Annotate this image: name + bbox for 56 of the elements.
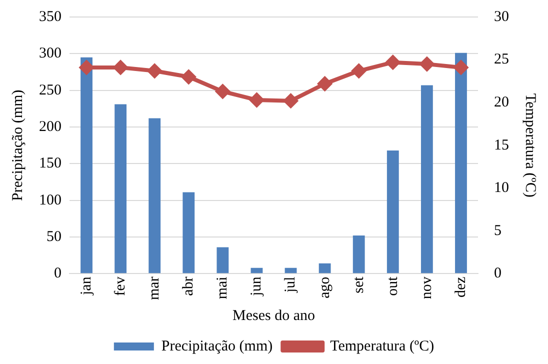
bar: [318, 263, 331, 274]
bar: [455, 52, 467, 274]
y-tick-label: 300: [39, 46, 62, 62]
y2-tick-label: 10: [494, 180, 509, 196]
point: [318, 76, 332, 91]
y2-tick-label: 0: [494, 266, 502, 282]
bar: [352, 236, 365, 274]
point: [80, 60, 94, 74]
y2-tick-label: 20: [494, 94, 509, 110]
point: [182, 70, 196, 84]
x-tick-label: mar: [146, 276, 163, 300]
x-tick-label: out: [384, 276, 401, 296]
x-tick-label: ago: [316, 276, 333, 298]
bar: [420, 85, 433, 274]
bar: [114, 104, 127, 274]
y-tick-label: 350: [39, 8, 62, 25]
y-tick-label: 200: [39, 118, 62, 135]
legend-label: Temperatura (ºC): [330, 338, 434, 354]
x-tick-label: set: [350, 276, 367, 294]
bar: [148, 118, 161, 274]
y2-tick-label: 30: [494, 8, 509, 25]
legend-label: Precipitação (mm): [161, 338, 273, 354]
bar: [80, 57, 92, 274]
y2-tick-label: 5: [494, 222, 502, 239]
y2-tick-label: 25: [494, 52, 509, 68]
x-tick-label: dez: [452, 276, 469, 298]
y-tick-label: 250: [39, 82, 62, 98]
x-tick-label: jun: [248, 276, 265, 297]
point: [216, 84, 230, 98]
x-tick-label: jan: [78, 276, 94, 296]
point: [386, 55, 400, 70]
x-tick-label: nov: [418, 276, 435, 300]
point: [114, 60, 128, 74]
bar: [182, 192, 195, 274]
bar: [284, 268, 297, 274]
x-tick-label: fev: [112, 276, 128, 296]
bar: [250, 268, 263, 274]
y2-tick-label: 15: [494, 137, 509, 154]
x-tick-label: jul: [282, 276, 299, 294]
point: [284, 94, 298, 108]
bar: [386, 150, 399, 274]
y-tick-label: 100: [39, 192, 62, 208]
x-tick-label: mai: [214, 276, 231, 300]
y-tick-label: 0: [54, 266, 62, 282]
y2-axis-title: Temperatura (ºC): [522, 93, 538, 198]
y-axis-title: Precipitação (mm): [10, 90, 26, 201]
y-tick-label: 150: [39, 156, 62, 172]
x-axis-title: Meses do ano: [232, 308, 315, 324]
point: [148, 64, 162, 78]
y-tick-label: 50: [46, 228, 62, 245]
point: [420, 57, 434, 72]
point: [454, 60, 468, 74]
bar: [216, 247, 229, 274]
point: [352, 64, 366, 78]
point: [250, 92, 264, 107]
x-tick-label: abr: [180, 276, 197, 296]
